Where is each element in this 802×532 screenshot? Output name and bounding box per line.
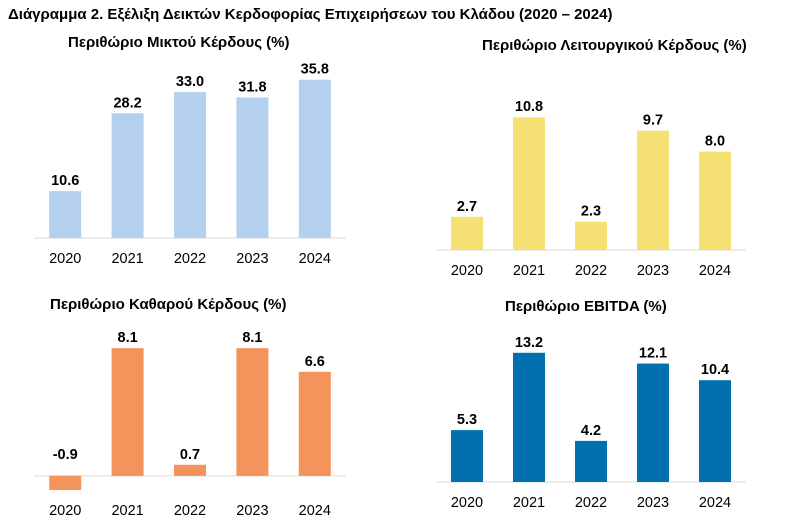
ebitda-margin-value-label-2020: 5.3: [457, 412, 477, 428]
ebitda-margin-bar-2020: [451, 430, 483, 482]
operating-margin-value-label-2022: 2.3: [581, 204, 601, 220]
operating-margin-bar-2023: [637, 130, 669, 250]
gross-margin-bar-2020: [49, 191, 82, 238]
operating-margin-value-label-2020: 2.7: [457, 199, 477, 215]
ebitda-margin-bar-2024: [699, 380, 731, 482]
operating-margin-tick-label-2024: 2024: [699, 263, 731, 279]
net-margin-bar-2021: [111, 348, 144, 476]
net-margin-tick-label-2022: 2022: [174, 503, 206, 519]
ebitda-margin-bar-2022: [575, 440, 607, 482]
net-margin-bar-2024: [298, 371, 331, 476]
net-margin-tick-label-2021: 2021: [111, 503, 143, 519]
net-margin-bar-2020: [49, 475, 82, 490]
operating-margin-value-label-2021: 10.8: [515, 99, 543, 115]
operating-margin-tick-label-2023: 2023: [637, 263, 669, 279]
gross-margin-value-label-2023: 31.8: [238, 79, 266, 95]
ebitda-margin-value-label-2023: 12.1: [639, 346, 667, 362]
ebitda-margin-tick-label-2022: 2022: [575, 495, 607, 511]
ebitda-margin-value-label-2021: 13.2: [515, 335, 543, 351]
chart-title-ebitda-margin: Περιθώριο EBITDA (%): [505, 298, 667, 315]
gross-margin-tick-label-2024: 2024: [299, 251, 331, 267]
operating-margin-bar-2022: [575, 221, 607, 250]
net-margin-tick-label-2020: 2020: [49, 503, 81, 519]
gross-margin-bar-2021: [111, 113, 144, 238]
gross-margin-tick-label-2020: 2020: [49, 251, 81, 267]
gross-margin-tick-label-2021: 2021: [111, 251, 143, 267]
figure-title: Διάγραμμα 2. Εξέλιξη Δεικτών Κερδοφορίας…: [8, 6, 613, 23]
gross-margin-tick-label-2023: 2023: [236, 251, 268, 267]
net-margin-value-label-2022: 0.7: [180, 447, 200, 463]
net-margin-value-label-2021: 8.1: [118, 330, 138, 346]
operating-margin-tick-label-2022: 2022: [575, 263, 607, 279]
ebitda-margin-value-label-2024: 10.4: [701, 362, 729, 378]
gross-margin-value-label-2020: 10.6: [51, 173, 79, 189]
net-margin-tick-label-2024: 2024: [299, 503, 331, 519]
operating-margin-tick-label-2021: 2021: [513, 263, 545, 279]
operating-margin-value-label-2024: 8.0: [705, 134, 725, 150]
gross-margin-value-label-2021: 28.2: [113, 95, 141, 111]
net-margin-tick-label-2023: 2023: [236, 503, 268, 519]
operating-margin-tick-label-2020: 2020: [451, 263, 483, 279]
ebitda-margin-tick-label-2020: 2020: [451, 495, 483, 511]
gross-margin-bar-2022: [174, 92, 206, 239]
gross-margin-bar-2024: [298, 79, 331, 238]
gross-margin-tick-label-2022: 2022: [174, 251, 206, 267]
ebitda-margin-bar-2023: [637, 363, 669, 482]
ebitda-margin-tick-label-2024: 2024: [699, 495, 731, 511]
net-margin-value-label-2020: -0.9: [53, 447, 78, 463]
chart-title-gross-margin: Περιθώριο Μικτού Κέρδους (%): [68, 34, 290, 51]
ebitda-margin-bar-2021: [513, 352, 545, 482]
operating-margin-value-label-2023: 9.7: [643, 113, 663, 129]
chart-title-operating-margin: Περιθώριο Λειτουργικού Κέρδους (%): [482, 37, 747, 54]
net-margin-value-label-2023: 8.1: [242, 330, 262, 346]
gross-margin-bar-2023: [236, 97, 269, 239]
net-margin-value-label-2024: 6.6: [305, 354, 325, 370]
gross-margin-value-label-2022: 33.0: [176, 74, 204, 90]
ebitda-margin-value-label-2022: 4.2: [581, 423, 601, 439]
operating-margin-bar-2020: [451, 216, 483, 250]
operating-margin-bar-2021: [513, 117, 545, 251]
ebitda-margin-tick-label-2023: 2023: [637, 495, 669, 511]
net-margin-bar-2023: [236, 348, 269, 476]
ebitda-margin-tick-label-2021: 2021: [513, 495, 545, 511]
operating-margin-bar-2024: [699, 151, 731, 250]
gross-margin-value-label-2024: 35.8: [301, 62, 329, 78]
net-margin-bar-2022: [174, 464, 206, 476]
chart-title-net-margin: Περιθώριο Καθαρού Κέρδους (%): [50, 296, 287, 313]
